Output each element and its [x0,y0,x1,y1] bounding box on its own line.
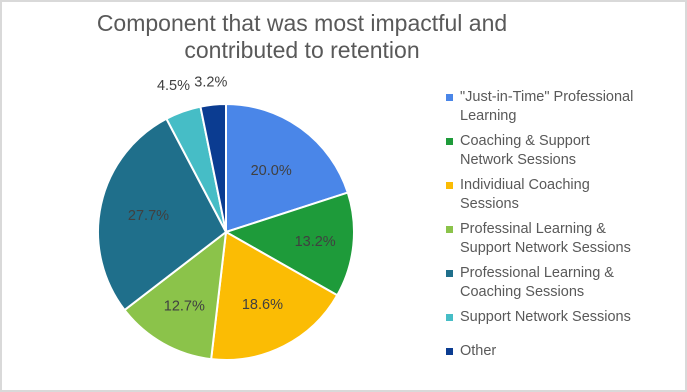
chart-title-line-1: Component that was most impactful and [96,10,508,36]
chart-title: Component that was most impactful and co… [42,10,562,64]
legend-label-line: Coaching & Support [460,133,590,149]
legend-label-line: Professinal Learning & [460,221,606,237]
legend-swatch [446,314,453,321]
legend-item-1: "Just-in-Time" Professional Learning [446,88,684,126]
legend-label-line: Individiual Coaching [460,177,590,193]
legend-item-7: Other [446,342,684,361]
legend-item-3: Individiual Coaching Sessions [446,176,684,214]
pie-slice-5 [97,117,228,312]
legend-label-line: Support Network Sessions [460,309,631,325]
legend-swatch [446,348,453,355]
data-label-5: 27.7% [128,208,169,224]
pie-slice-4 [123,229,228,361]
legend-label-line: Learning [460,108,517,124]
legend-label-line: "Just-in-Time" Professional [460,89,634,105]
legend-swatch [446,94,453,101]
pie-slice-7 [199,102,227,233]
legend-label-line: Network Sessions [460,152,577,168]
data-label-3: 18.6% [242,297,283,313]
chart-legend: "Just-in-Time" Professional Learning Coach… [446,88,684,367]
data-label-1: 20.0% [251,163,292,179]
data-label-2: 13.2% [295,234,336,250]
legend-item-4: Professinal Learning & Support Network Se… [446,220,684,258]
legend-item-6: Support Network Sessions [446,308,684,327]
legend-item-2: Coaching & Support Network Sessions [446,132,684,170]
data-label-6: 4.5% [157,78,190,94]
legend-swatch [446,226,453,233]
legend-label-line: Coaching Sessions [460,284,585,300]
pie-slice-1 [225,102,350,234]
pie-slice-3 [210,230,339,361]
legend-label-line: Professional Learning & [460,265,614,281]
legend-item-5: Professional Learning & Coaching Sessions [446,264,684,302]
legend-label-line: Other [460,343,497,359]
legend-label-line: Sessions [460,196,519,212]
legend-swatch [446,270,453,277]
legend-swatch [446,138,453,145]
data-label-7: 3.2% [194,75,227,91]
data-label-4: 12.7% [164,298,205,314]
legend-label-line: Support Network Sessions [460,240,631,256]
chart-title-line-2: contributed to retention [184,37,420,63]
pie-slice-2 [223,191,355,297]
legend-swatch [446,182,453,189]
